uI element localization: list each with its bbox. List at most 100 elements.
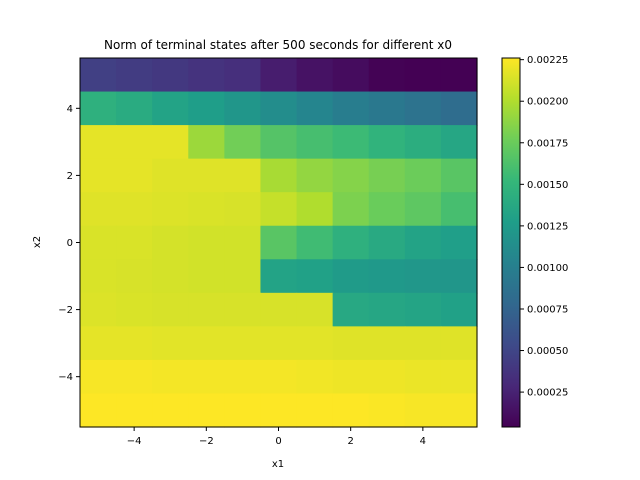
- heatmap-cell: [368, 326, 406, 361]
- y-axis: 4 2 0 −2 −4: [58, 104, 80, 383]
- heatmap-cell: [188, 125, 225, 160]
- heatmap-cell: [80, 292, 117, 327]
- heatmap-cell: [332, 359, 370, 395]
- heatmap-cell: [368, 225, 406, 260]
- heatmap-cell: [260, 58, 298, 93]
- heatmap-cell: [260, 259, 298, 294]
- heatmap-cell: [116, 359, 153, 395]
- heatmap-cell: [260, 326, 298, 361]
- heatmap-cell: [116, 225, 153, 260]
- heatmap-cell: [332, 393, 370, 428]
- heatmap-cell: [152, 393, 189, 428]
- heatmap-cell: [188, 259, 225, 294]
- heatmap-cell: [296, 359, 334, 395]
- heatmap-cell: [440, 58, 478, 93]
- heatmap-cell: [440, 359, 478, 395]
- heatmap-cell: [188, 326, 225, 361]
- heatmap-cell: [152, 225, 189, 260]
- heatmap-cell: [296, 192, 334, 227]
- heatmap-cell: [152, 58, 189, 93]
- heatmap-cell: [188, 192, 225, 227]
- heatmap-cell: [188, 393, 225, 428]
- heatmap-cell: [224, 158, 262, 193]
- colorbar-tick-label: 0.00225: [527, 55, 568, 66]
- heatmap-cell: [224, 292, 262, 327]
- heatmap-cell: [332, 158, 370, 193]
- heatmap-cell: [224, 393, 262, 428]
- x-tick-label: 4: [420, 436, 426, 447]
- y-tick-label: −4: [58, 372, 73, 383]
- heatmap-cell: [404, 259, 442, 294]
- heatmap-cell: [296, 158, 334, 193]
- heatmap-cell: [296, 125, 334, 160]
- heatmap-cell: [332, 326, 370, 361]
- heatmap-cell: [80, 91, 117, 126]
- colorbar-tick-label: 0.00175: [527, 138, 568, 149]
- colorbar-gradient: [502, 58, 520, 427]
- heatmap-cell: [368, 125, 406, 160]
- y-tick-label: 2: [67, 171, 73, 182]
- heatmap-cells: [80, 58, 478, 428]
- heatmap-cell: [80, 158, 117, 193]
- heatmap-cell: [332, 292, 370, 327]
- x-tick-label: 2: [347, 436, 353, 447]
- y-tick-label: 0: [67, 238, 73, 249]
- heatmap-cell: [332, 58, 370, 93]
- heatmap-cell: [224, 225, 262, 260]
- heatmap-cell: [440, 125, 478, 160]
- x-tick-label: −2: [199, 436, 214, 447]
- heatmap-cell: [404, 359, 442, 395]
- heatmap-cell: [260, 125, 298, 160]
- heatmap-cell: [260, 192, 298, 227]
- heatmap-cell: [332, 225, 370, 260]
- colorbar-frame: [501, 57, 521, 428]
- heatmap-cell: [80, 58, 117, 93]
- heatmap-cell: [404, 225, 442, 260]
- heatmap-cell: [368, 393, 406, 428]
- heatmap-cell: [116, 58, 153, 93]
- y-tick-label: −2: [58, 305, 73, 316]
- colorbar-tick-label: 0.00075: [527, 304, 568, 315]
- heatmap-cell: [116, 259, 153, 294]
- y-tick-label: 4: [67, 104, 73, 115]
- heatmap-cell: [224, 91, 262, 126]
- heatmap-cell: [188, 359, 225, 395]
- heatmap-cell: [404, 158, 442, 193]
- colorbar-tick-label: 0.00025: [527, 388, 568, 399]
- heatmap-cell: [332, 259, 370, 294]
- heatmap-cell: [368, 192, 406, 227]
- heatmap-cell: [404, 393, 442, 428]
- heatmap-cell: [296, 259, 334, 294]
- heatmap-cell: [296, 393, 334, 428]
- heatmap-cell: [116, 326, 153, 361]
- x-axis: −4 −2 0 2 4: [127, 427, 426, 447]
- heatmap-cell: [260, 91, 298, 126]
- heatmap-cell: [404, 192, 442, 227]
- heatmap-cell: [332, 91, 370, 126]
- colorbar-tick-label: 0.00150: [527, 180, 568, 191]
- heatmap-cell: [404, 91, 442, 126]
- colorbar-tick-label: 0.00125: [527, 221, 568, 232]
- heatmap-cell: [152, 359, 189, 395]
- heatmap-cell: [152, 158, 189, 193]
- heatmap-cell: [332, 192, 370, 227]
- heatmap-cell: [188, 292, 225, 327]
- x-axis-label: x1: [272, 459, 284, 470]
- heatmap-cell: [440, 393, 478, 428]
- colorbar: 0.00025 0.00050 0.00075 0.00100 0.00125 0.001…: [501, 55, 568, 428]
- heatmap-cell: [368, 158, 406, 193]
- heatmap-cell: [116, 158, 153, 193]
- heatmap-cell: [80, 393, 117, 428]
- heatmap-cell: [224, 125, 262, 160]
- colorbar-tick-label: 0.00200: [527, 97, 568, 108]
- heatmap-cell: [116, 192, 153, 227]
- heatmap-cell: [332, 125, 370, 160]
- heatmap-cell: [440, 225, 478, 260]
- heatmap-cell: [404, 292, 442, 327]
- heatmap-cell: [116, 393, 153, 428]
- heatmap-cell: [404, 58, 442, 93]
- heatmap-cell: [440, 91, 478, 126]
- heatmap-cell: [260, 225, 298, 260]
- heatmap-cell: [404, 125, 442, 160]
